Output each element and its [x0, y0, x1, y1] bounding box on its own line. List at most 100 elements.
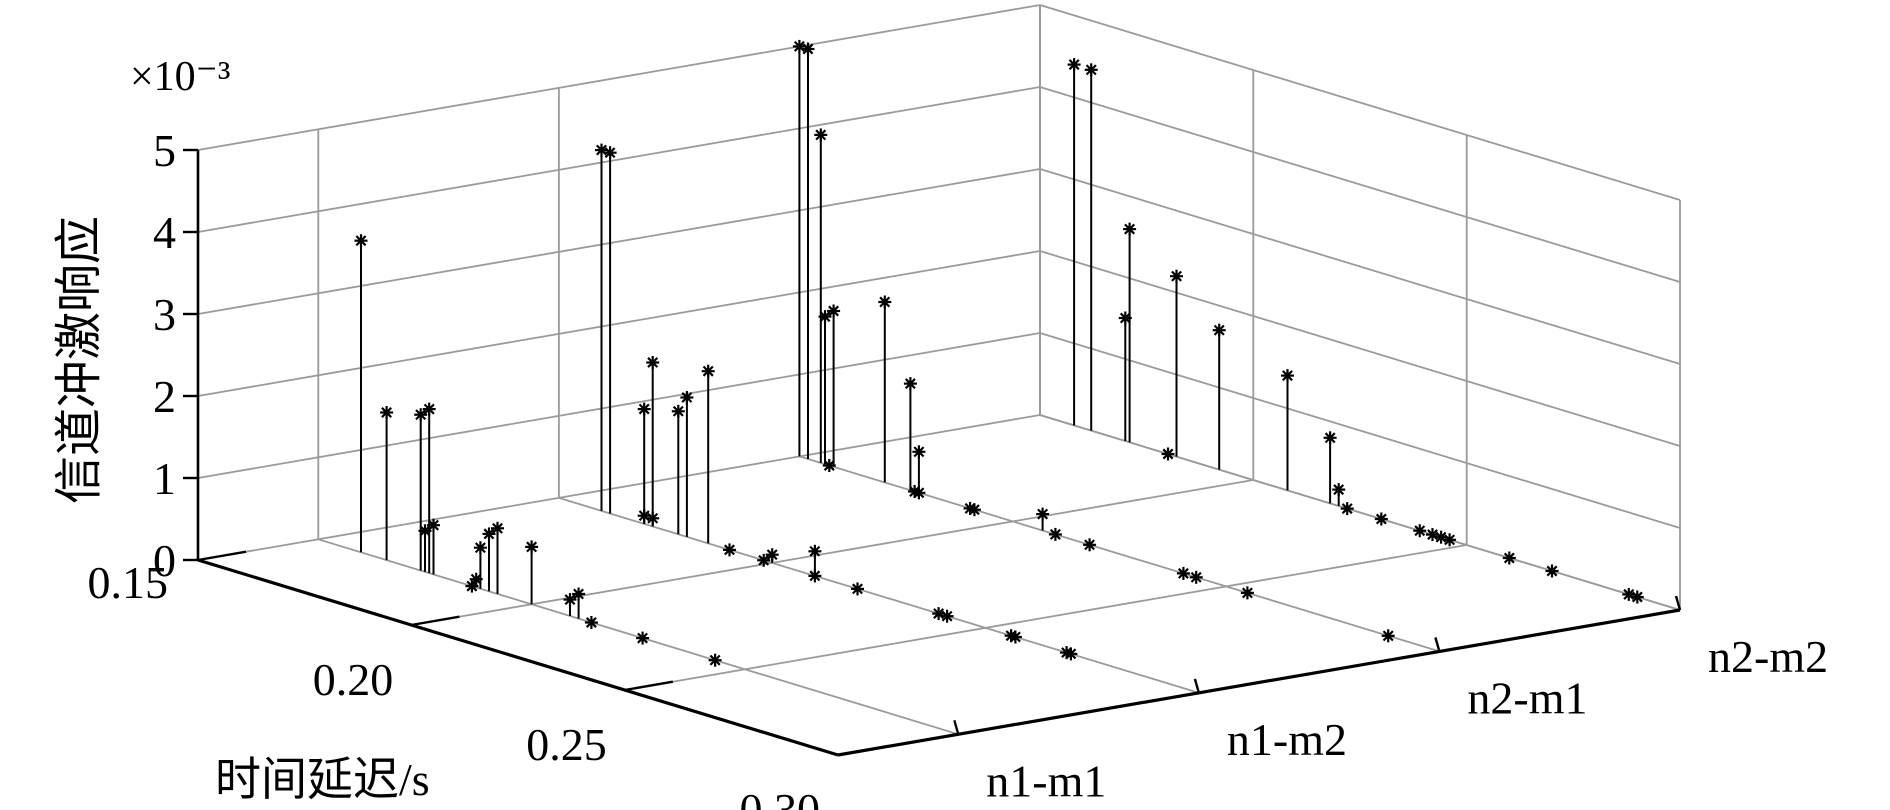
stem-marker — [1240, 586, 1254, 600]
stem-marker — [1048, 527, 1062, 541]
stem-marker — [1170, 269, 1183, 283]
stem-marker — [636, 631, 650, 645]
grid-line — [1039, 4, 1681, 201]
stem-marker — [912, 486, 926, 500]
grid-line — [1039, 414, 1681, 611]
z-scale-label: ×10⁻³ — [130, 54, 230, 100]
stem-marker — [482, 527, 496, 541]
stem-marker — [1212, 323, 1226, 337]
stem-marker — [851, 582, 864, 596]
stem-marker — [646, 511, 660, 525]
grid-line — [411, 479, 1254, 626]
stem-marker — [818, 310, 832, 324]
stem-marker — [814, 128, 828, 142]
stem-marker — [1123, 222, 1137, 236]
grid-line — [558, 497, 1200, 694]
grid-line — [1039, 250, 1681, 447]
grid-layer — [197, 4, 1681, 756]
x-tick-label: 0.20 — [313, 654, 394, 705]
stem-marker — [563, 593, 577, 607]
y-tick — [1674, 595, 1682, 611]
stem-marker — [1443, 533, 1457, 547]
stem-marker — [1008, 630, 1022, 644]
stem-marker — [1502, 551, 1516, 565]
stem-marker — [1281, 369, 1294, 383]
stem-marker — [940, 609, 954, 623]
y-tick-label: n2-m1 — [1467, 672, 1587, 723]
stem-marker — [723, 543, 736, 557]
stem-marker — [572, 587, 586, 601]
stem-marker — [708, 653, 722, 667]
stem-marker — [808, 544, 822, 558]
stem-marker — [422, 402, 436, 416]
stem-marker — [1630, 590, 1644, 604]
stem-marker — [1189, 570, 1203, 584]
z-tick-label: 4 — [153, 207, 176, 258]
stem-marker — [1064, 647, 1078, 661]
z-tick-label: 3 — [153, 289, 176, 340]
y-tick-label: n1-m1 — [986, 755, 1106, 806]
stem-marker — [1176, 566, 1190, 580]
grid-line — [197, 168, 1041, 315]
stem-marker — [1036, 507, 1050, 521]
stem-marker — [1323, 431, 1337, 445]
grid-line — [197, 86, 1041, 233]
stem-marker — [354, 234, 368, 248]
z-axis-label: 信道冲激响应 — [53, 216, 106, 504]
stem-marker — [671, 404, 685, 418]
stem-marker — [822, 459, 836, 472]
x-tick-label: 0.25 — [526, 719, 607, 770]
x-tick — [837, 745, 887, 757]
stem-marker — [903, 377, 917, 391]
stem-marker — [427, 518, 440, 532]
labels-layer: ×10⁻³ 信道冲激响应 时间延迟/s 0 1 2 3 4 5 0.15 0.20 0.25 0.… — [53, 54, 1828, 810]
grid-line — [197, 250, 1041, 397]
stem-marker — [1340, 502, 1354, 516]
stem-marker — [1332, 483, 1346, 497]
stem-marker — [765, 548, 779, 562]
stem-marker — [1161, 447, 1175, 461]
stem-marker — [646, 356, 660, 369]
stem-marker — [1381, 629, 1395, 643]
z-tick-label: 0 — [153, 535, 176, 586]
stem-marker — [414, 408, 428, 422]
stem-marker — [491, 521, 504, 535]
stem-marker — [967, 503, 981, 517]
stem-marker — [912, 445, 926, 459]
stem-marker — [473, 541, 487, 555]
y-tick — [953, 719, 960, 735]
grid-line — [197, 414, 1041, 561]
grid-line — [1039, 332, 1681, 529]
x-tick — [624, 680, 674, 692]
grid-line — [197, 4, 1041, 151]
stem-marker — [1067, 58, 1081, 72]
stem-marker — [637, 402, 651, 416]
stem-marker — [878, 295, 892, 309]
z-tick-label: 1 — [153, 453, 176, 504]
stem-marker — [380, 406, 394, 419]
stem-marker — [801, 42, 815, 56]
z-tick-label: 5 — [153, 125, 176, 176]
stem-marker — [1084, 63, 1098, 77]
grid-line — [1039, 168, 1681, 365]
stem-marker — [757, 553, 771, 567]
stem-marker — [603, 146, 617, 160]
x-axis-line — [197, 558, 839, 757]
grid-line — [624, 544, 1467, 691]
stem-marker — [1545, 564, 1559, 578]
y-tick — [1434, 637, 1441, 652]
stem-marker — [525, 540, 539, 554]
stems-layer — [354, 39, 1644, 667]
axes-layer — [183, 148, 1682, 757]
x-tick — [197, 550, 247, 562]
stem-marker — [1118, 311, 1132, 325]
y-axis-line — [837, 608, 1681, 757]
stem-marker — [808, 569, 822, 583]
x-axis-label: 时间延迟/s — [215, 754, 430, 805]
x-tick-label: 0.15 — [88, 557, 169, 608]
stem-marker — [1413, 524, 1427, 538]
z-tick-label: 2 — [153, 371, 176, 422]
grid-line — [197, 332, 1041, 479]
y-tick — [1193, 678, 1201, 694]
